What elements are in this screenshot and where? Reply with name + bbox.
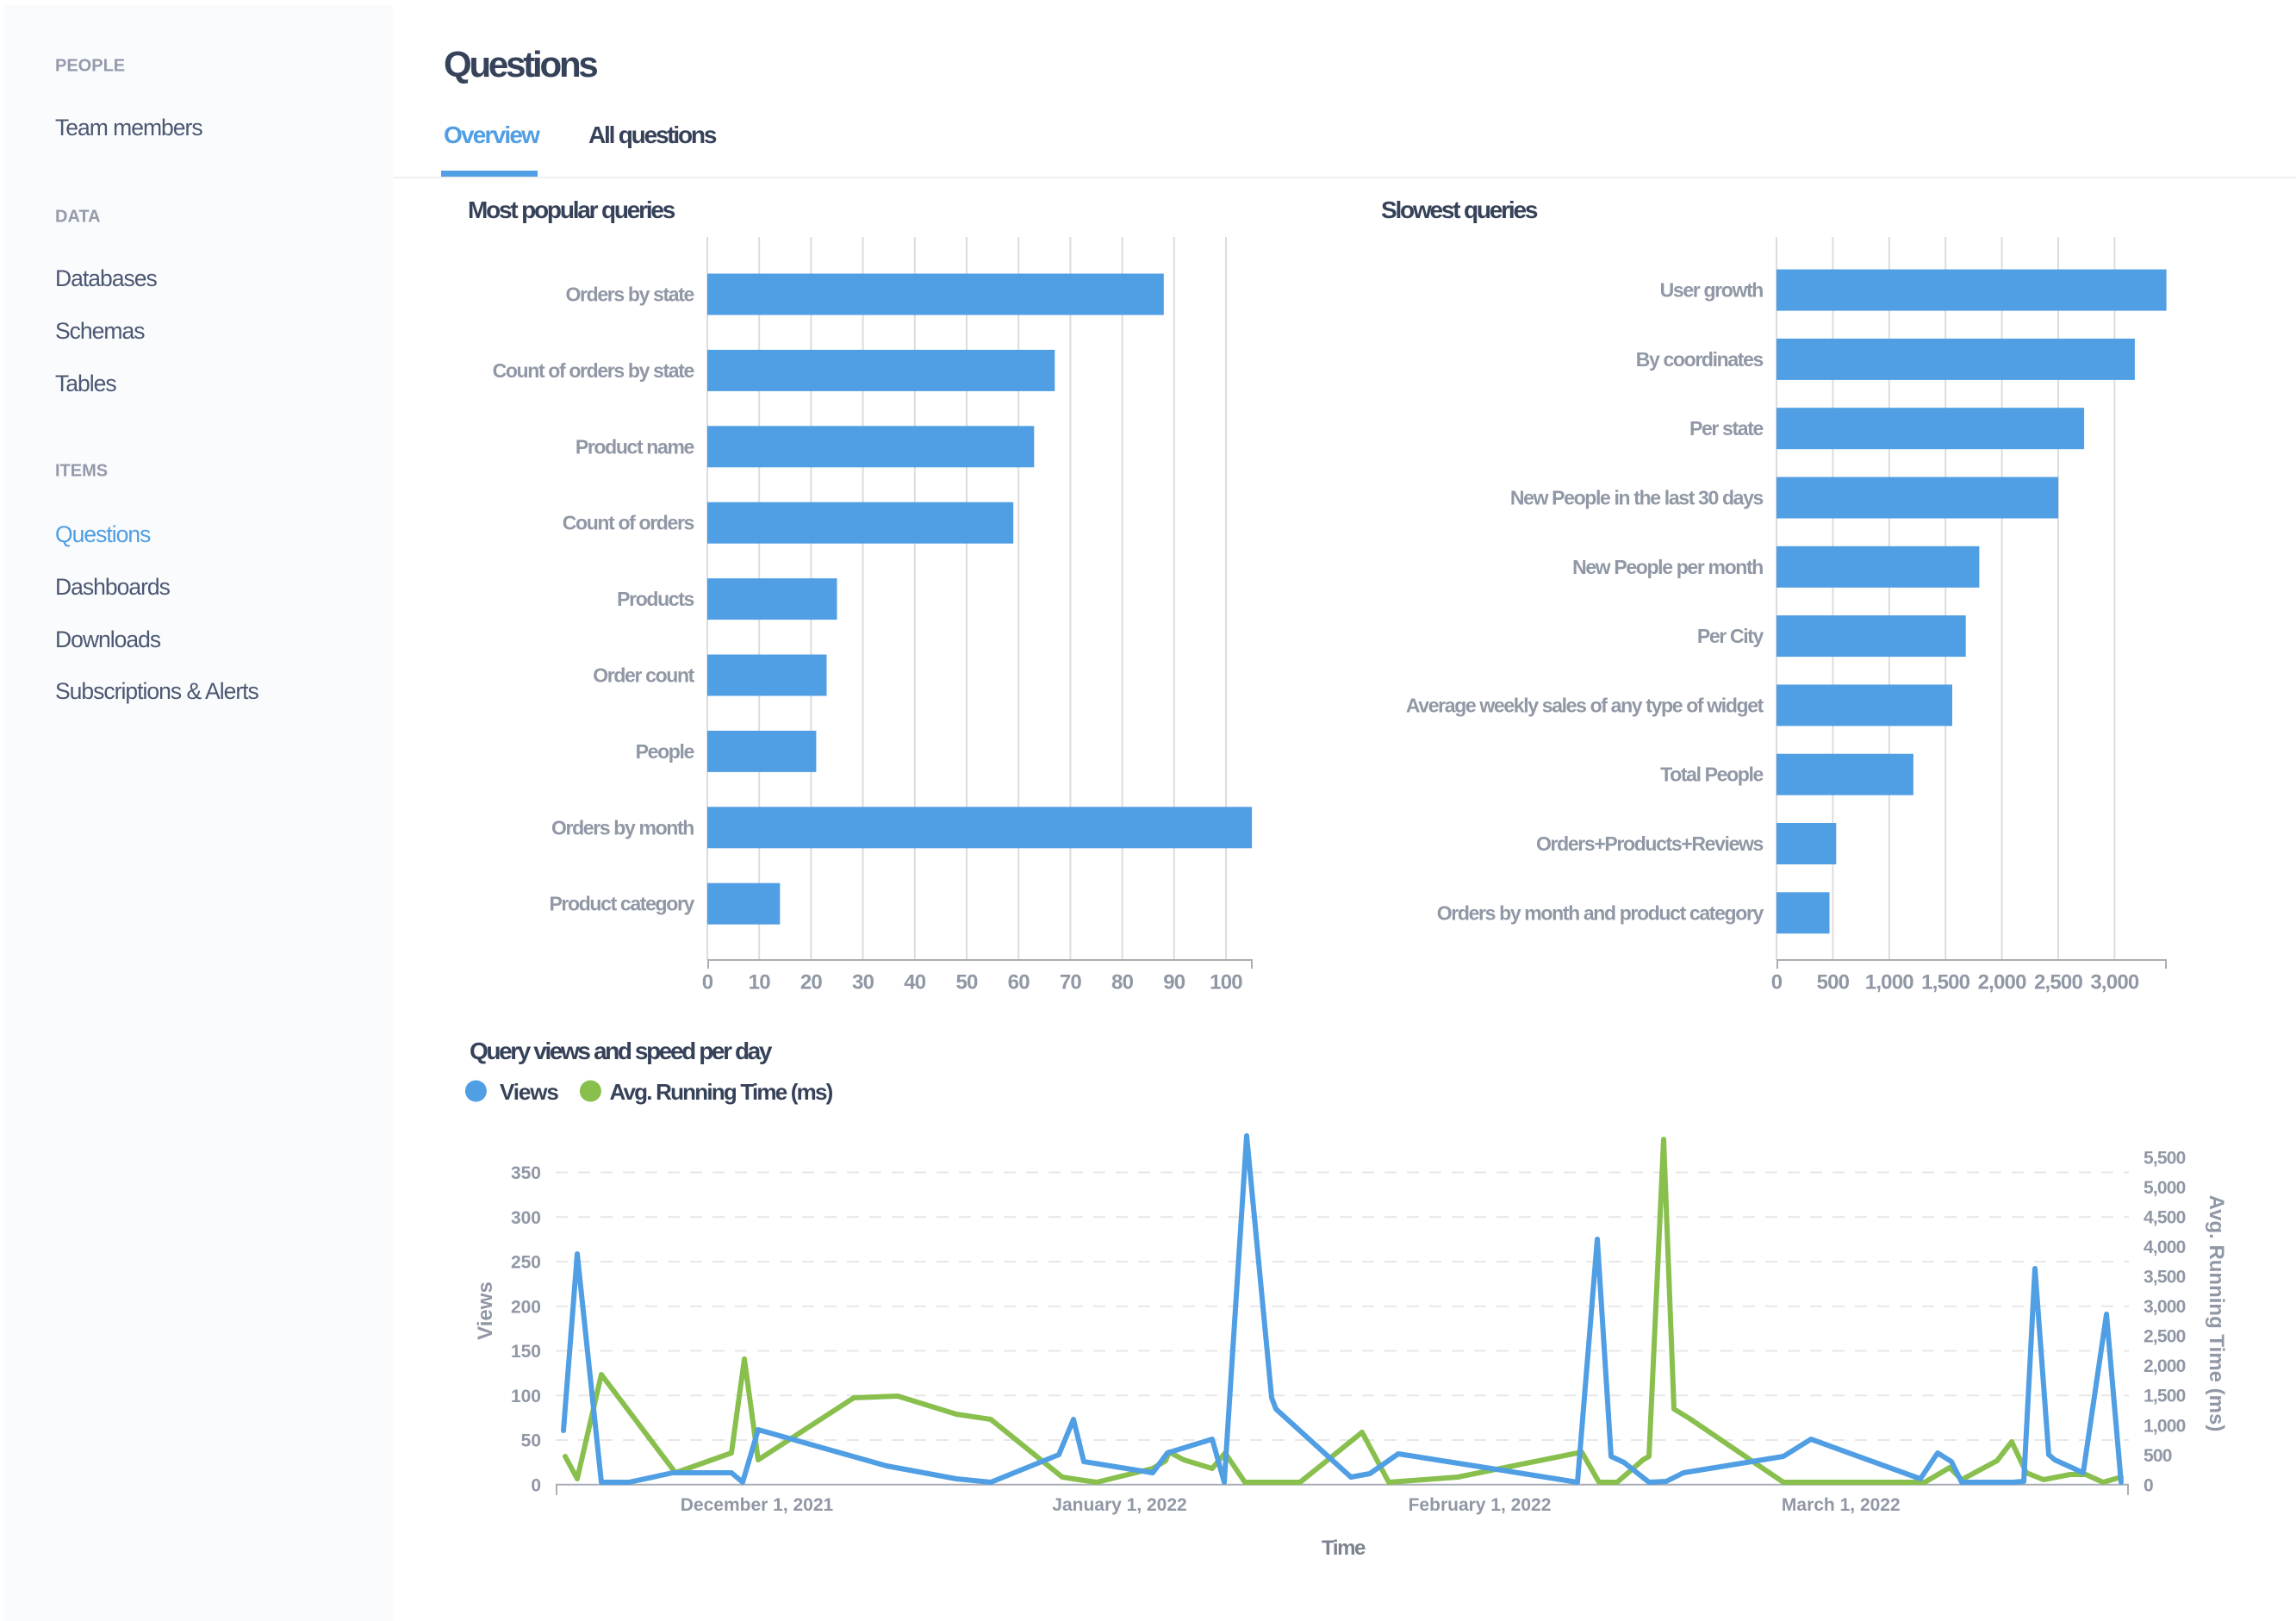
- svg-text:All questions: All questions: [588, 122, 717, 148]
- svg-text:50: 50: [521, 1431, 541, 1451]
- svg-text:By coordinates: By coordinates: [1636, 348, 1764, 371]
- svg-text:DATA: DATA: [55, 208, 101, 227]
- svg-text:Per state: Per state: [1689, 417, 1764, 440]
- svg-text:March 1, 2022: March 1, 2022: [1782, 1495, 1901, 1515]
- svg-text:100: 100: [1210, 971, 1242, 994]
- svg-text:Downloads: Downloads: [55, 627, 161, 652]
- svg-text:Views: Views: [500, 1079, 558, 1105]
- svg-text:User growth: User growth: [1660, 279, 1764, 302]
- svg-text:Most popular queries: Most popular queries: [468, 196, 675, 223]
- svg-text:New People in the last 30 days: New People in the last 30 days: [1510, 487, 1764, 509]
- svg-text:50: 50: [955, 971, 978, 994]
- svg-text:80: 80: [1111, 971, 1134, 994]
- svg-text:30: 30: [852, 971, 874, 994]
- svg-text:3,000: 3,000: [2090, 971, 2139, 994]
- svg-text:2,000: 2,000: [2144, 1356, 2186, 1376]
- svg-text:Dashboards: Dashboards: [55, 574, 171, 600]
- svg-text:150: 150: [511, 1342, 541, 1362]
- svg-text:Orders by state: Orders by state: [566, 284, 694, 306]
- svg-text:February 1, 2022: February 1, 2022: [1409, 1495, 1552, 1515]
- svg-text:Databases: Databases: [55, 265, 157, 291]
- svg-text:Products: Products: [617, 588, 694, 610]
- svg-text:PEOPLE: PEOPLE: [55, 57, 125, 76]
- svg-text:60: 60: [1008, 971, 1030, 994]
- svg-text:Overview: Overview: [444, 122, 540, 148]
- svg-text:Avg. Running Time (ms): Avg. Running Time (ms): [610, 1079, 833, 1105]
- svg-text:10: 10: [749, 971, 771, 994]
- svg-text:January 1, 2022: January 1, 2022: [1052, 1495, 1186, 1515]
- svg-text:90: 90: [1163, 971, 1185, 994]
- svg-text:5,000: 5,000: [2144, 1178, 2186, 1198]
- svg-text:People: People: [636, 740, 694, 763]
- svg-text:Count of orders by state: Count of orders by state: [493, 359, 694, 382]
- svg-text:5,500: 5,500: [2144, 1148, 2186, 1168]
- svg-text:Team members: Team members: [55, 115, 202, 140]
- svg-text:Tables: Tables: [55, 371, 116, 396]
- svg-text:0: 0: [2144, 1475, 2153, 1495]
- svg-text:500: 500: [1817, 971, 1850, 994]
- svg-text:1,000: 1,000: [1865, 971, 1914, 994]
- svg-text:Count of orders: Count of orders: [563, 512, 694, 534]
- svg-text:250: 250: [511, 1253, 541, 1273]
- svg-text:500: 500: [2144, 1446, 2172, 1466]
- svg-text:2,500: 2,500: [2144, 1327, 2186, 1347]
- svg-text:Subscriptions & Alerts: Subscriptions & Alerts: [55, 678, 259, 704]
- svg-text:Per City: Per City: [1697, 625, 1764, 647]
- svg-text:300: 300: [511, 1208, 541, 1228]
- svg-text:3,500: 3,500: [2144, 1268, 2186, 1287]
- svg-text:2,000: 2,000: [1978, 971, 2027, 994]
- svg-text:350: 350: [511, 1163, 541, 1183]
- svg-text:1,500: 1,500: [1921, 971, 1970, 994]
- svg-text:0: 0: [702, 971, 713, 994]
- svg-text:4,500: 4,500: [2144, 1207, 2186, 1227]
- svg-text:Questions: Questions: [444, 44, 597, 84]
- svg-text:Time: Time: [1322, 1537, 1366, 1560]
- svg-text:1,000: 1,000: [2144, 1416, 2186, 1436]
- svg-text:0: 0: [531, 1475, 541, 1495]
- svg-text:Product name: Product name: [576, 435, 694, 458]
- svg-text:Avg. Running Time (ms): Avg. Running Time (ms): [2205, 1195, 2228, 1432]
- svg-text:Slowest queries: Slowest queries: [1381, 196, 1538, 223]
- svg-text:1,500: 1,500: [2144, 1387, 2186, 1406]
- svg-text:40: 40: [904, 971, 926, 994]
- svg-text:Orders by month: Orders by month: [551, 816, 694, 839]
- svg-text:Views: Views: [474, 1281, 497, 1340]
- svg-text:Order count: Order count: [593, 664, 694, 687]
- svg-text:3,000: 3,000: [2144, 1297, 2186, 1317]
- svg-text:Product category: Product category: [549, 893, 694, 915]
- svg-text:Orders+Products+Reviews: Orders+Products+Reviews: [1536, 832, 1764, 855]
- svg-text:70: 70: [1060, 971, 1082, 994]
- svg-text:Orders by month and product ca: Orders by month and product category: [1437, 901, 1764, 924]
- svg-text:2,500: 2,500: [2034, 971, 2083, 994]
- svg-text:New People per month: New People per month: [1572, 556, 1763, 578]
- svg-text:200: 200: [511, 1297, 541, 1317]
- svg-text:December 1, 2021: December 1, 2021: [681, 1495, 834, 1515]
- svg-text:Query views and speed per day: Query views and speed per day: [470, 1038, 773, 1064]
- svg-text:4,000: 4,000: [2144, 1238, 2186, 1257]
- svg-text:0: 0: [1771, 971, 1783, 994]
- svg-text:ITEMS: ITEMS: [55, 462, 108, 481]
- svg-text:Schemas: Schemas: [55, 318, 145, 344]
- svg-text:Total People: Total People: [1660, 764, 1763, 786]
- svg-text:Questions: Questions: [55, 521, 151, 547]
- svg-text:Average weekly sales of any ty: Average weekly sales of any type of widg…: [1406, 694, 1764, 716]
- svg-text:100: 100: [511, 1387, 541, 1406]
- svg-text:20: 20: [800, 971, 823, 994]
